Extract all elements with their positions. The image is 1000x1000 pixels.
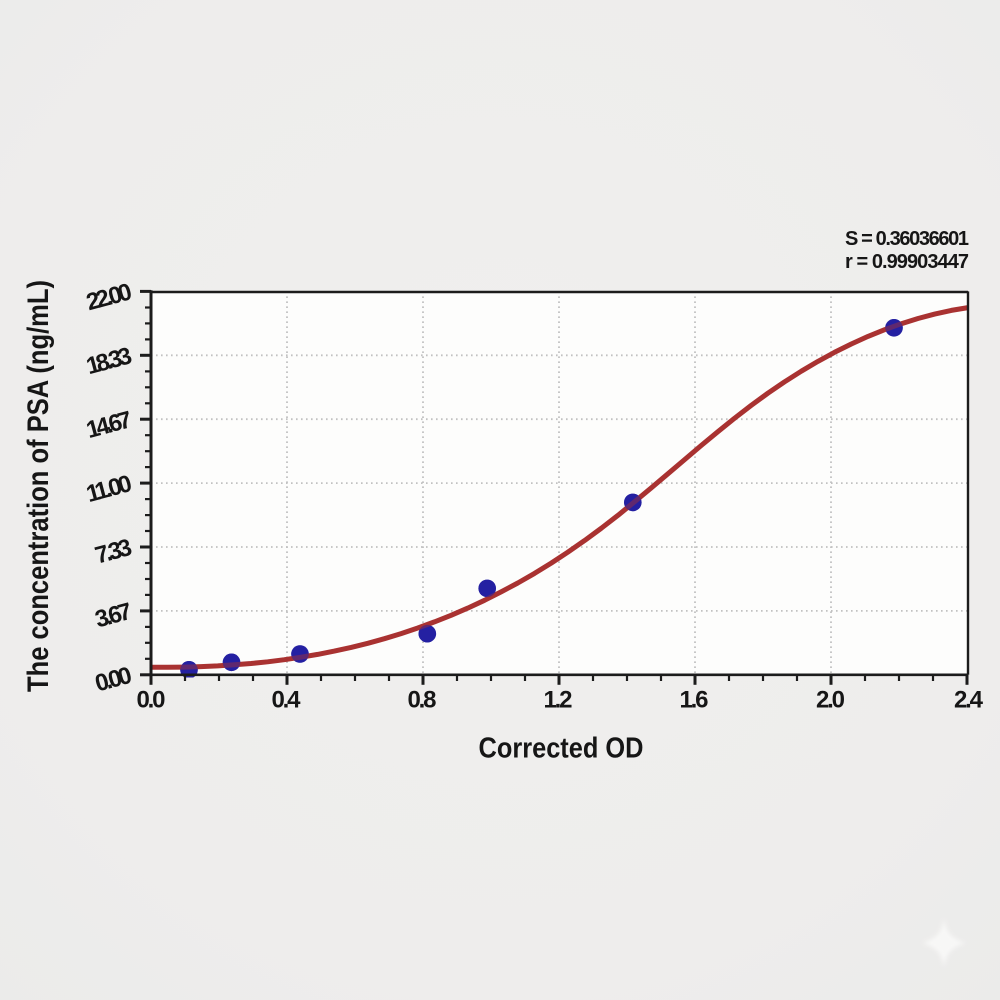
svg-text:Corrected OD: Corrected OD	[479, 733, 644, 765]
svg-text:0.4: 0.4	[272, 687, 302, 714]
svg-text:1.6: 1.6	[680, 687, 709, 714]
svg-text:0.8: 0.8	[408, 687, 437, 714]
svg-text:The concentration of PSA (ng/m: The concentration of PSA (ng/mL)	[22, 280, 55, 692]
svg-text:2.4: 2.4	[954, 687, 984, 714]
svg-text:0.0: 0.0	[137, 687, 166, 714]
svg-text:S = 0.36036601: S = 0.36036601	[845, 228, 969, 250]
svg-text:1.2: 1.2	[544, 687, 573, 714]
svg-text:2.0: 2.0	[816, 687, 845, 714]
svg-text:r = 0.99903447: r = 0.99903447	[845, 251, 969, 273]
